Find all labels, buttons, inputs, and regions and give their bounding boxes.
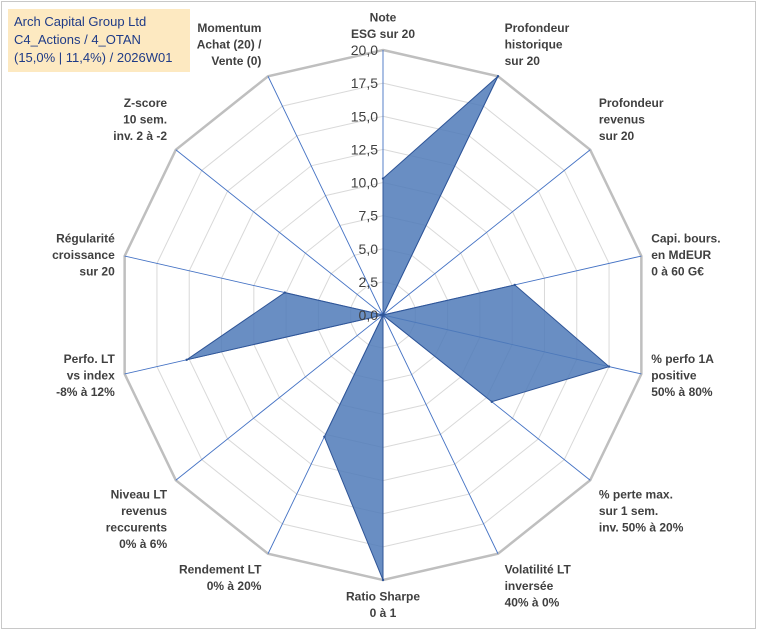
axis-label-13-line-2: Vente (0) <box>211 54 261 68</box>
axis-label-6-line-1: inversée <box>505 579 554 593</box>
axis-label-10-line-0: Perfo. LT <box>64 352 116 366</box>
axis-label-11: Régularité croissance sur 20 <box>52 231 115 278</box>
axis-label-2-line-1: revenus <box>599 113 645 127</box>
spoke-2 <box>382 149 591 316</box>
tick-label-7: 17,5 <box>351 75 378 91</box>
axis-label-11-line-2: sur 20 <box>79 264 115 278</box>
tick-label-6: 15,0 <box>351 108 378 124</box>
axis-label-9-line-2: reccurents <box>106 520 168 534</box>
axis-label-12-line-0: Z-score <box>124 96 168 110</box>
data-point-5 <box>490 400 493 403</box>
radar-tick-labels: 0,0 2,5 5,0 7,5 10,0 12,5 15,0 17,5 20,0 <box>351 42 378 323</box>
axis-label-9-line-1: revenus <box>121 504 167 518</box>
axis-label-2-line-2: sur 20 <box>599 129 635 143</box>
axis-label-3: Capi. bours. en MdEUR 0 à 60 G€ <box>651 231 720 278</box>
axis-label-0: Note ESG sur 20 <box>351 11 415 42</box>
data-point-13 <box>381 313 385 317</box>
axis-label-12-line-2: inv. 2 à -2 <box>113 129 167 143</box>
axis-label-0-line-0: Note <box>370 11 397 25</box>
spoke-12 <box>175 149 384 316</box>
axis-label-7-line-0: Ratio Sharpe <box>346 590 420 604</box>
axis-label-5-line-2: inv. 50% à 20% <box>599 520 684 534</box>
spoke-13 <box>267 76 384 316</box>
axis-label-5-line-1: sur 1 sem. <box>599 504 658 518</box>
axis-label-1-line-1: historique <box>505 37 563 51</box>
spoke-6 <box>382 314 499 554</box>
axis-label-1-line-0: Profondeur <box>505 21 570 35</box>
axis-label-11-line-1: croissance <box>52 248 115 262</box>
data-point-8 <box>323 435 326 438</box>
series-area-0 <box>186 75 611 581</box>
axis-label-13: Momentum Achat (20) / Vente (0) <box>197 21 262 68</box>
chart-title-box: Arch Capital Group Ltd C4_Actions / 4_OT… <box>8 9 190 72</box>
axis-label-4-line-2: 50% à 80% <box>651 385 713 399</box>
axis-label-8: Rendement LT 0% à 20% <box>179 563 262 594</box>
tick-label-4: 10,0 <box>351 175 378 191</box>
tick-label-5: 12,5 <box>351 141 378 157</box>
tick-label-8: 20,0 <box>351 42 378 58</box>
axis-label-4-line-0: % perfo 1A <box>651 352 714 366</box>
axis-label-3-line-1: en MdEUR <box>651 248 711 262</box>
data-point-1 <box>496 75 500 78</box>
tick-label-3: 7,5 <box>359 208 379 224</box>
axis-label-3-line-2: 0 à 60 G€ <box>651 264 704 278</box>
title-company: Arch Capital Group Ltd <box>14 14 147 29</box>
title-stats: (15,0% | 11,4%) / 2026W01 <box>14 50 173 65</box>
data-point-3 <box>513 283 516 287</box>
spoke-9 <box>175 314 384 481</box>
tick-label-0: 0,0 <box>359 307 379 323</box>
axis-label-8-line-0: Rendement LT <box>179 563 262 577</box>
axis-label-12: Z-score 10 sem. inv. 2 à -2 <box>113 96 167 143</box>
axis-label-13-line-0: Momentum <box>197 21 261 35</box>
data-point-10 <box>185 358 188 362</box>
axis-label-4-line-1: positive <box>651 369 697 383</box>
radar-axis-labels: Note ESG sur 20 Profondeur historique sur 20… <box>52 11 720 621</box>
title-category: C4_Actions / 4_OTAN <box>14 32 141 47</box>
data-point-7 <box>381 578 385 582</box>
axis-label-5-line-0: % perte max. <box>599 487 673 501</box>
axis-label-9: Niveau LT revenus reccurents 0% à 6% <box>106 487 168 551</box>
tick-label-2: 5,0 <box>359 241 379 257</box>
data-point-11 <box>283 291 287 294</box>
radar-series <box>185 75 611 582</box>
axis-label-1-line-2: sur 20 <box>505 54 541 68</box>
axis-label-6-line-0: Volatilité LT <box>505 563 572 577</box>
axis-label-5: % perte max. sur 1 sem. inv. 50% à 20% <box>599 487 684 534</box>
axis-label-0-line-1: ESG sur 20 <box>351 27 415 41</box>
tick-label-1: 2,5 <box>359 274 379 290</box>
axis-label-10: Perfo. LT vs index -8% à 12% <box>56 352 115 399</box>
axis-label-3-line-0: Capi. bours. <box>651 231 720 245</box>
axis-label-6-line-2: 40% à 0% <box>505 596 560 610</box>
axis-label-11-line-0: Régularité <box>56 231 115 245</box>
axis-label-2-line-0: Profondeur <box>599 96 664 110</box>
axis-label-12-line-1: 10 sem. <box>123 113 167 127</box>
axis-label-9-line-0: Niveau LT <box>111 487 168 501</box>
axis-label-6: Volatilité LT inversée 40% à 0% <box>505 563 572 610</box>
axis-label-13-line-1: Achat (20) / <box>197 37 262 51</box>
axis-label-7-line-1: 0 à 1 <box>370 606 397 620</box>
axis-label-4: % perfo 1A positive 50% à 80% <box>651 352 714 399</box>
data-point-4 <box>607 365 611 368</box>
axis-label-7: Ratio Sharpe 0 à 1 <box>346 590 420 621</box>
axis-label-10-line-2: -8% à 12% <box>56 385 115 399</box>
axis-label-10-line-1: vs index <box>67 369 115 383</box>
axis-label-8-line-1: 0% à 20% <box>207 579 262 593</box>
axis-label-2: Profondeur revenus sur 20 <box>599 96 664 143</box>
data-point-0 <box>381 177 385 180</box>
axis-label-1: Profondeur historique sur 20 <box>505 21 570 68</box>
axis-label-9-line-3: 0% à 6% <box>119 537 167 551</box>
